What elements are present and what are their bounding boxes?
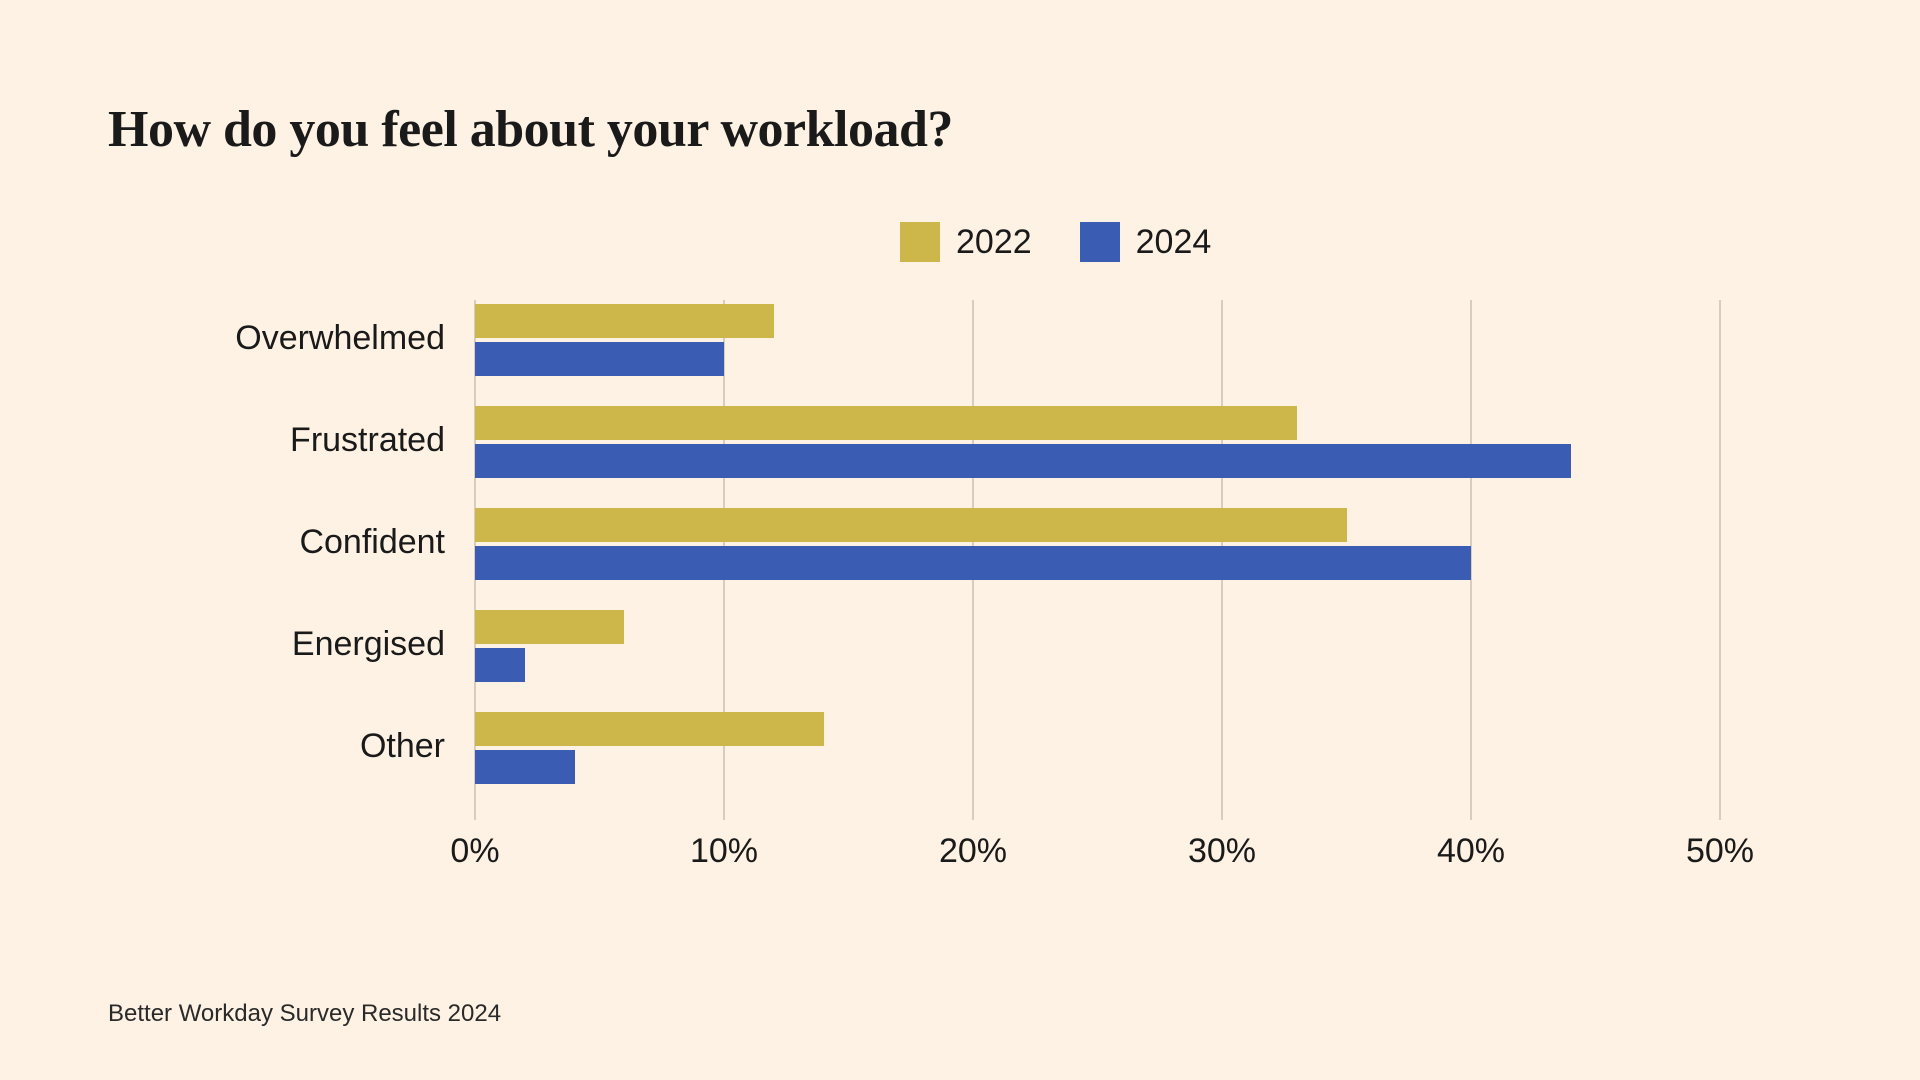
- legend-swatch: [1080, 222, 1120, 262]
- bar: [475, 342, 724, 376]
- bar: [475, 648, 525, 682]
- plot-area: 0%10%20%30%40%50%OverwhelmedFrustratedCo…: [475, 300, 1720, 820]
- y-axis-label: Overwhelmed: [235, 319, 445, 358]
- legend: 2022 2024: [900, 222, 1211, 262]
- bar: [475, 508, 1347, 542]
- legend-label: 2024: [1136, 223, 1212, 262]
- legend-swatch: [900, 222, 940, 262]
- x-axis-label: 40%: [1437, 832, 1505, 871]
- gridline: [1719, 300, 1721, 820]
- x-axis-label: 30%: [1188, 832, 1256, 871]
- chart-title: How do you feel about your workload?: [108, 100, 953, 159]
- bar: [475, 750, 575, 784]
- bar: [475, 444, 1571, 478]
- x-axis-label: 10%: [690, 832, 758, 871]
- x-axis-label: 20%: [939, 832, 1007, 871]
- page: How do you feel about your workload? 202…: [0, 0, 1920, 1080]
- bar: [475, 712, 824, 746]
- x-axis-label: 50%: [1686, 832, 1754, 871]
- source-caption: Better Workday Survey Results 2024: [108, 1000, 501, 1028]
- y-axis-label: Confident: [299, 523, 445, 562]
- bar: [475, 546, 1471, 580]
- legend-item-2024: 2024: [1080, 222, 1212, 262]
- y-axis-label: Other: [360, 727, 445, 766]
- chart-area: 0%10%20%30%40%50%OverwhelmedFrustratedCo…: [475, 300, 1720, 820]
- y-axis-label: Energised: [292, 625, 445, 664]
- bar: [475, 406, 1297, 440]
- bar: [475, 304, 774, 338]
- legend-label: 2022: [956, 223, 1032, 262]
- bar: [475, 610, 624, 644]
- y-axis-label: Frustrated: [290, 421, 445, 460]
- x-axis-label: 0%: [450, 832, 499, 871]
- legend-item-2022: 2022: [900, 222, 1032, 262]
